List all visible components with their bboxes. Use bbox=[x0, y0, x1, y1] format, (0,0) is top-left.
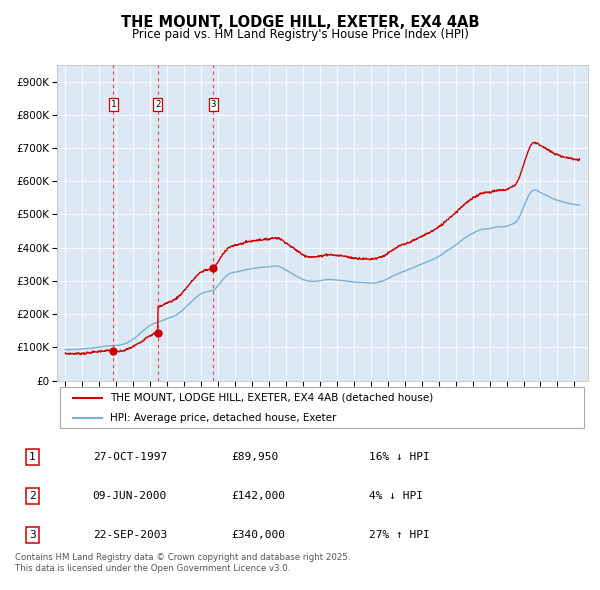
Text: 16% ↓ HPI: 16% ↓ HPI bbox=[369, 453, 430, 462]
Text: 2: 2 bbox=[29, 491, 35, 501]
Text: Price paid vs. HM Land Registry's House Price Index (HPI): Price paid vs. HM Land Registry's House … bbox=[131, 28, 469, 41]
Text: 27% ↑ HPI: 27% ↑ HPI bbox=[369, 530, 430, 540]
Text: £89,950: £89,950 bbox=[231, 453, 278, 462]
Text: HPI: Average price, detached house, Exeter: HPI: Average price, detached house, Exet… bbox=[110, 414, 337, 424]
Text: 27-OCT-1997: 27-OCT-1997 bbox=[92, 453, 167, 462]
Text: £340,000: £340,000 bbox=[231, 530, 285, 540]
FancyBboxPatch shape bbox=[59, 387, 584, 428]
Text: 2: 2 bbox=[155, 100, 160, 109]
Text: 22-SEP-2003: 22-SEP-2003 bbox=[92, 530, 167, 540]
Text: THE MOUNT, LODGE HILL, EXETER, EX4 4AB: THE MOUNT, LODGE HILL, EXETER, EX4 4AB bbox=[121, 15, 479, 30]
Text: 4% ↓ HPI: 4% ↓ HPI bbox=[369, 491, 423, 501]
Text: 09-JUN-2000: 09-JUN-2000 bbox=[92, 491, 167, 501]
Text: 3: 3 bbox=[211, 100, 216, 109]
Text: 1: 1 bbox=[110, 100, 116, 109]
Text: £142,000: £142,000 bbox=[231, 491, 285, 501]
Text: Contains HM Land Registry data © Crown copyright and database right 2025.
This d: Contains HM Land Registry data © Crown c… bbox=[15, 553, 350, 573]
Text: 3: 3 bbox=[29, 530, 35, 540]
Text: THE MOUNT, LODGE HILL, EXETER, EX4 4AB (detached house): THE MOUNT, LODGE HILL, EXETER, EX4 4AB (… bbox=[110, 393, 433, 402]
Text: 1: 1 bbox=[29, 453, 35, 462]
